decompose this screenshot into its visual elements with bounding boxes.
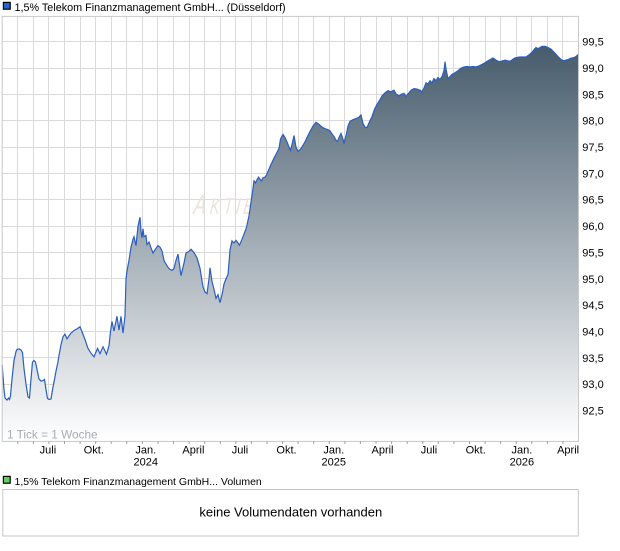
svg-text:Juli: Juli [232,445,249,457]
svg-text:94,5: 94,5 [582,300,603,312]
svg-text:95,0: 95,0 [582,274,603,286]
svg-text:93,0: 93,0 [582,379,603,391]
svg-text:92,5: 92,5 [582,406,603,418]
svg-text:Juli: Juli [40,445,57,457]
svg-text:98,0: 98,0 [582,116,603,128]
svg-text:Jan.: Jan. [135,445,156,457]
svg-text:April: April [182,445,204,457]
svg-text:97,5: 97,5 [582,142,603,154]
svg-text:94,0: 94,0 [582,326,603,338]
svg-text:keine Volumendaten vorhanden: keine Volumendaten vorhanden [199,504,382,519]
svg-text:April: April [371,445,393,457]
svg-text:93,5: 93,5 [582,353,603,365]
svg-text:95,5: 95,5 [582,247,603,259]
svg-text:98,5: 98,5 [582,89,603,101]
svg-text:2025: 2025 [322,457,346,469]
svg-text:96,5: 96,5 [582,195,603,207]
svg-text:Jan.: Jan. [512,445,533,457]
svg-text:Okt.: Okt. [84,445,104,457]
svg-text:99,5: 99,5 [582,37,603,49]
svg-text:1 Tick = 1 Woche: 1 Tick = 1 Woche [7,428,98,442]
svg-text:1,5% Telekom Finanzmanagement: 1,5% Telekom Finanzmanagement GmbH... Vo… [15,476,262,488]
svg-text:1,5% Telekom Finanzmanagement: 1,5% Telekom Finanzmanagement GmbH... (D… [15,2,286,14]
svg-text:April: April [557,445,579,457]
svg-text:2026: 2026 [510,457,534,469]
svg-text:2024: 2024 [134,457,158,469]
svg-text:97,0: 97,0 [582,168,603,180]
svg-text:96,0: 96,0 [582,221,603,233]
svg-text:99,0: 99,0 [582,63,603,75]
svg-text:Jan.: Jan. [323,445,344,457]
svg-text:Okt.: Okt. [276,445,296,457]
svg-text:Okt.: Okt. [466,445,486,457]
svg-text:Juli: Juli [421,445,438,457]
